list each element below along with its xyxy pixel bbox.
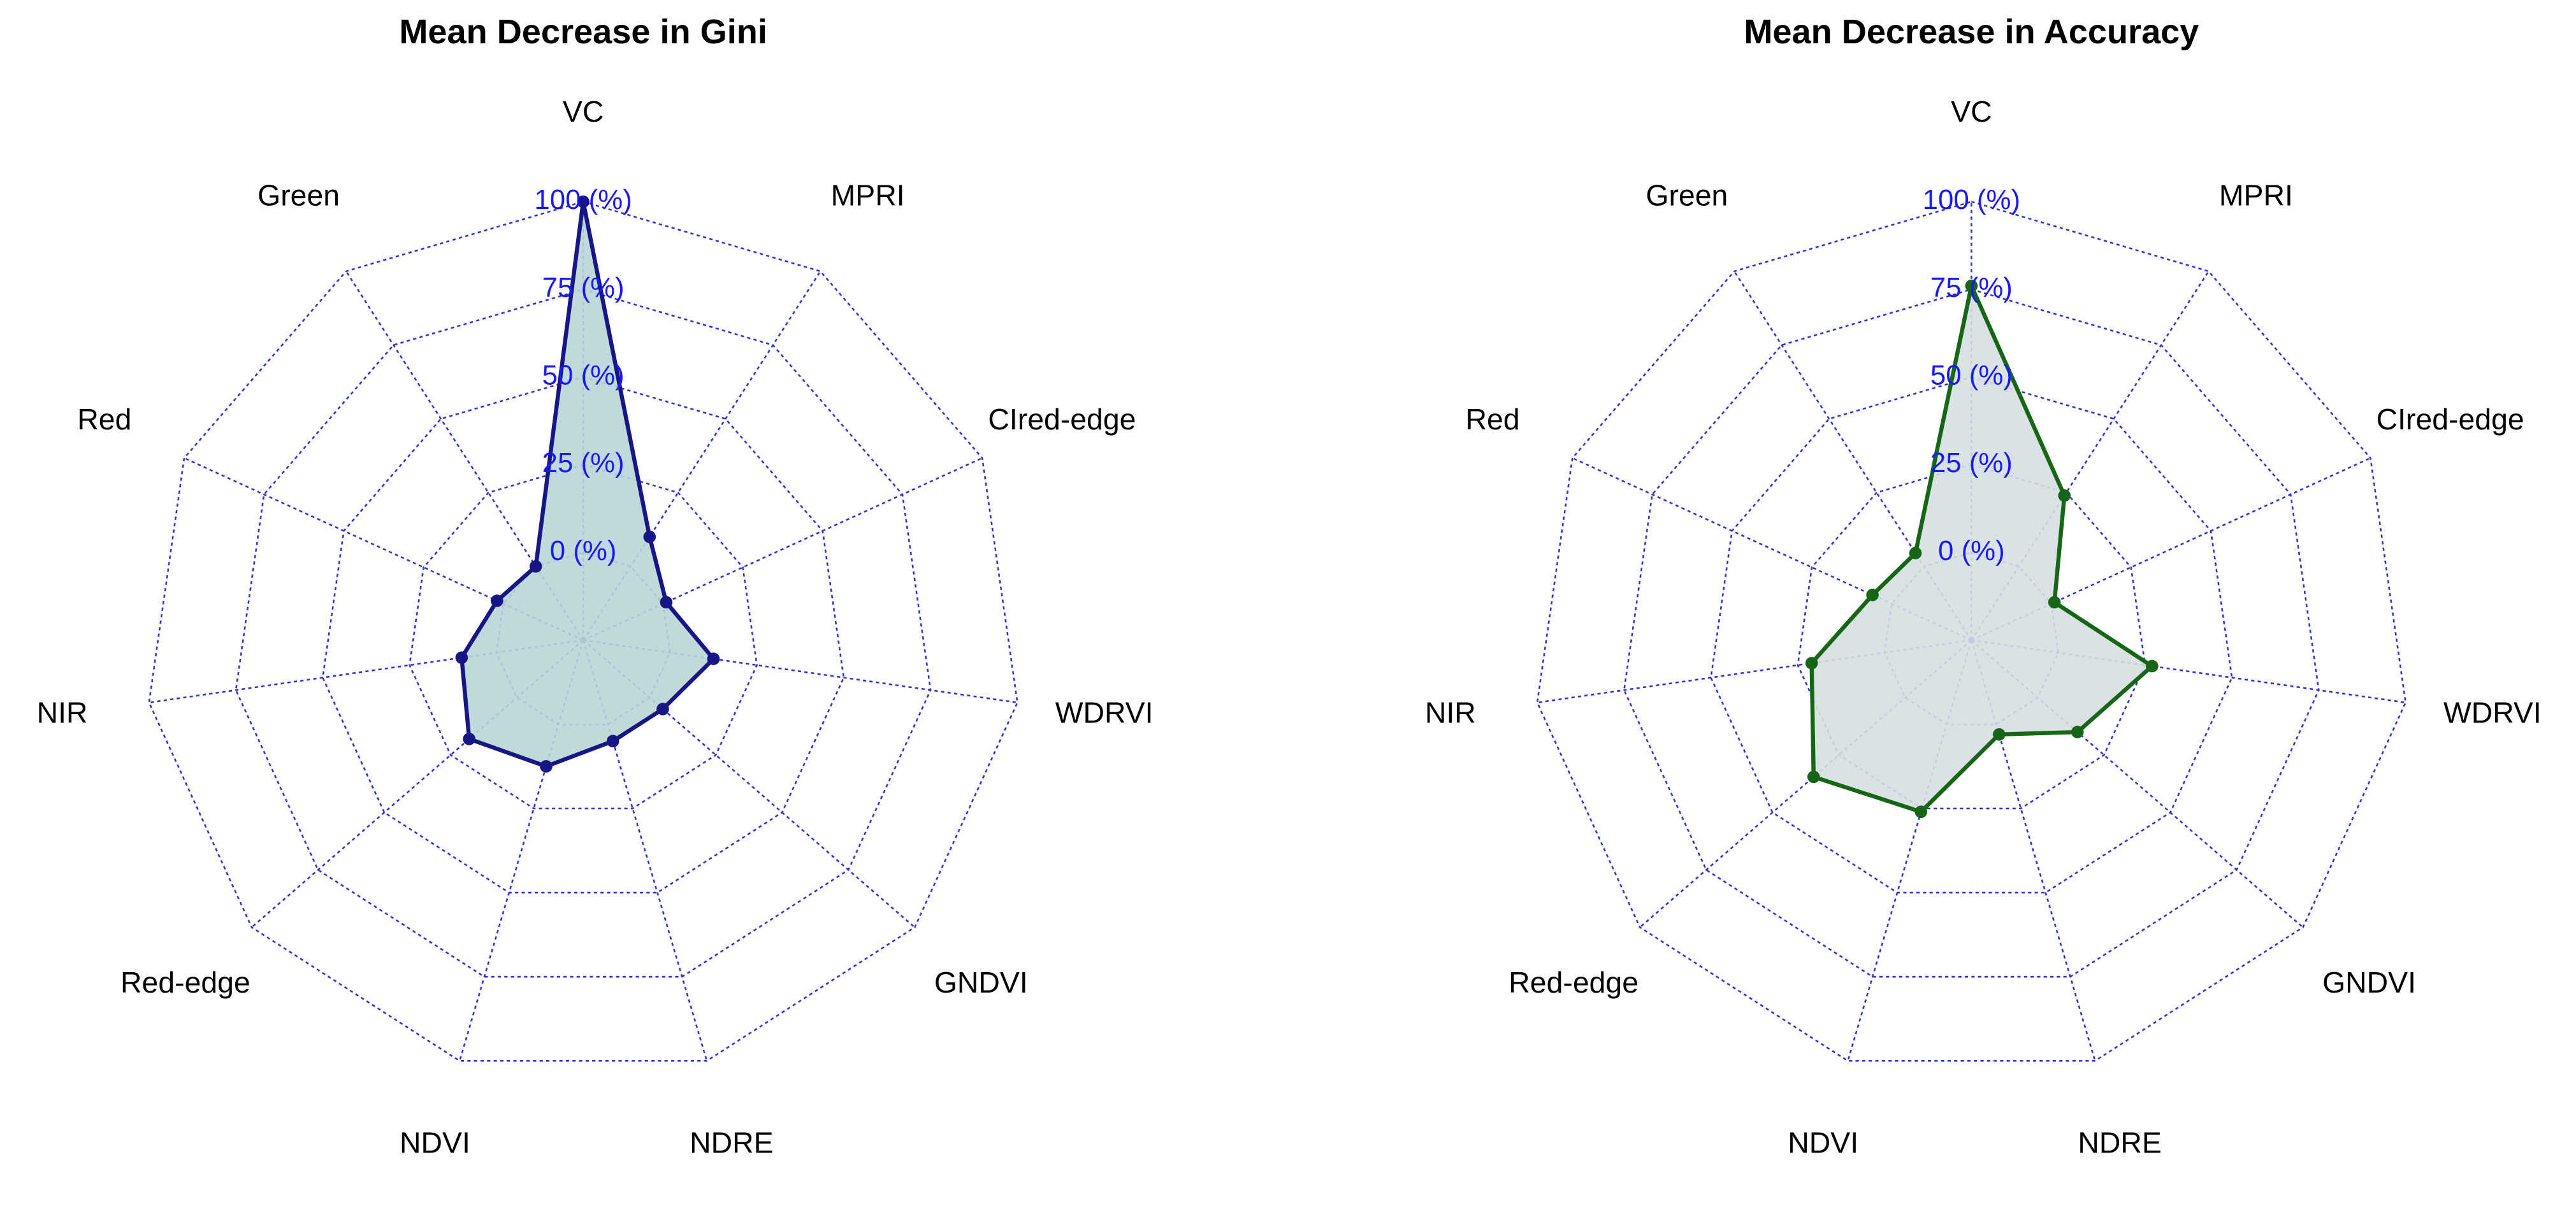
radar-chart: Mean Decrease in Gini 0 (%) 25 (%) 50 (%) 75… — [37, 13, 1154, 1159]
radar-chart: Mean Decrease in Accuracy 0 (%) 25 (%) 50 (… — [1425, 13, 2542, 1159]
r-tick-label: 75 (%) — [1930, 272, 2013, 303]
data-point — [1909, 547, 1922, 559]
data-point — [656, 703, 669, 715]
r-tick-label: 50 (%) — [542, 359, 625, 391]
data-point — [1965, 279, 1978, 292]
data-area — [1809, 279, 2156, 814]
data-point — [463, 733, 475, 745]
category-label: Red-edge — [1509, 966, 1639, 999]
category-label: NDVI — [1788, 1126, 1858, 1159]
r-tick-label: 0 (%) — [1938, 535, 2005, 566]
data-point — [2071, 726, 2084, 738]
data-point — [1805, 657, 1818, 670]
data-point — [660, 596, 673, 609]
data-point — [2048, 596, 2061, 609]
r-tick-label: 75 (%) — [542, 272, 625, 303]
data-point — [2058, 489, 2071, 502]
r-tick-label: 0 (%) — [550, 535, 617, 566]
data-point — [491, 594, 503, 607]
chart-title: Mean Decrease in Accuracy — [1744, 13, 2199, 51]
category-label: NDRE — [2078, 1126, 2161, 1159]
category-label: MPRI — [831, 178, 905, 212]
data-point — [2145, 659, 2159, 673]
grid-ring — [1710, 376, 2233, 894]
category-label: NDVI — [400, 1126, 470, 1159]
grid-ring — [1623, 288, 2320, 978]
category-label: VC — [563, 95, 604, 128]
r-tick-label: 100 (%) — [534, 184, 632, 215]
category-label: NDRE — [690, 1126, 773, 1159]
r-tick-label: 100 (%) — [1923, 184, 2020, 215]
chart-title: Mean Decrease in Gini — [399, 13, 767, 51]
category-label: Red — [1466, 403, 1520, 436]
data-point — [707, 652, 720, 666]
data-point — [1807, 770, 1820, 784]
data-point — [606, 735, 619, 748]
category-label: MPRI — [2219, 178, 2293, 212]
category-label: WDRVI — [1055, 696, 1154, 729]
data-point — [529, 560, 542, 573]
category-label: WDRVI — [2443, 696, 2542, 729]
data-point — [643, 530, 656, 543]
grid-ring — [235, 288, 932, 978]
category-label: CIred-edge — [2377, 403, 2524, 436]
data-point — [540, 760, 553, 773]
data-point — [1914, 805, 1928, 819]
grid-ring — [322, 376, 845, 894]
category-label: Green — [1646, 178, 1728, 212]
category-label: Green — [257, 178, 340, 212]
category-label: CIred-edge — [988, 403, 1136, 436]
data-point — [1866, 589, 1879, 601]
category-label: NIR — [37, 696, 88, 729]
r-tick-label: 25 (%) — [542, 447, 625, 478]
category-label: GNDVI — [934, 966, 1028, 999]
category-label: NIR — [1425, 696, 1476, 729]
category-label: VC — [1951, 95, 1992, 128]
category-label: Red — [77, 403, 131, 436]
r-tick-label: 25 (%) — [1930, 447, 2013, 478]
data-point — [577, 195, 590, 208]
data-area — [459, 201, 716, 769]
data-point — [1993, 728, 2006, 741]
category-label: GNDVI — [2322, 966, 2416, 999]
category-label: Red-edge — [120, 966, 250, 999]
r-tick-label: 50 (%) — [1930, 359, 2013, 391]
data-point — [455, 651, 468, 664]
